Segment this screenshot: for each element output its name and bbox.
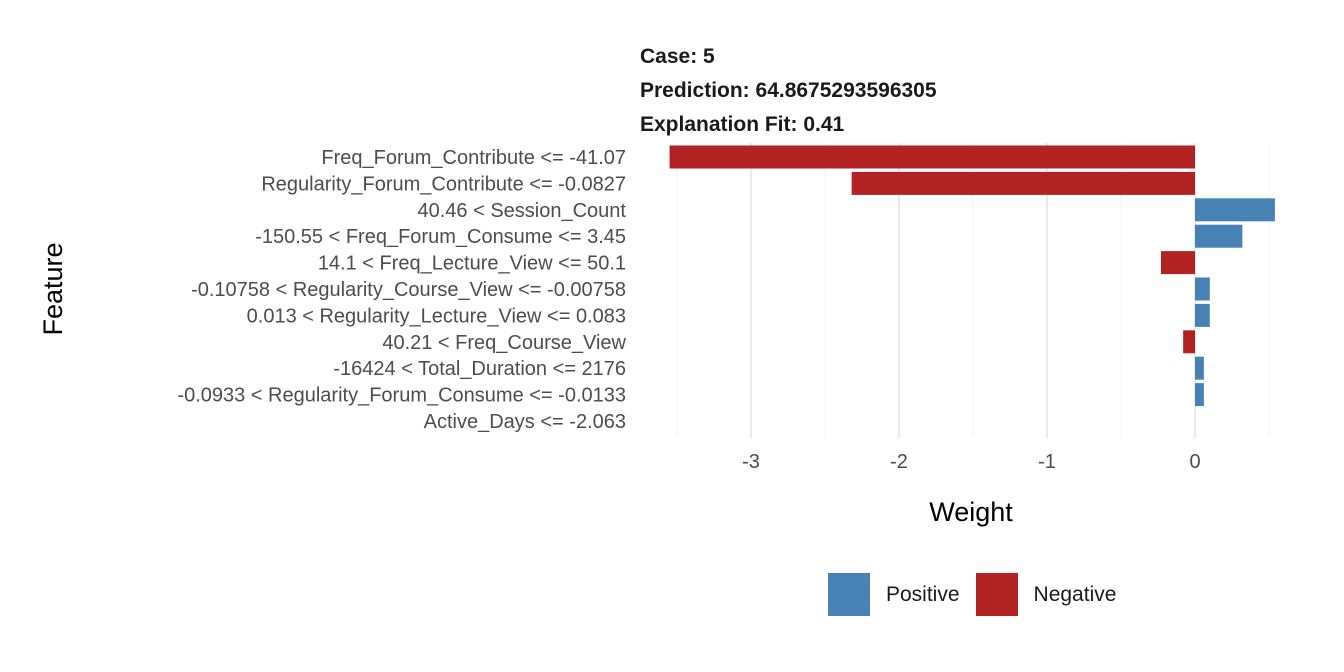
- feature-labels: Freq_Forum_Contribute <= -41.07 Regularit…: [177, 147, 626, 433]
- feature-label: -0.10758 < Regularity_Course_View <= -0.…: [191, 279, 626, 301]
- explanation-fit-label: Explanation Fit: 0.41: [640, 113, 845, 136]
- bar: [1195, 383, 1204, 407]
- case-label: Case: 5: [640, 45, 715, 68]
- bar: [851, 171, 1195, 195]
- x-tick-labels: -3 -2 -1 0: [742, 451, 1200, 473]
- legend-item-negative: Negative: [975, 573, 1117, 616]
- prediction-label: Prediction: 64.8675293596305: [640, 79, 937, 102]
- legend-label-positive: Positive: [886, 582, 960, 606]
- x-tick-label: 0: [1189, 451, 1200, 473]
- feature-label: 14.1 < Freq_Lecture_View <= 50.1: [318, 253, 626, 275]
- feature-label: Freq_Forum_Contribute <= -41.07: [321, 147, 626, 169]
- feature-label: Regularity_Forum_Contribute <= -0.0827: [261, 173, 626, 195]
- x-axis-title: Weight: [929, 497, 1013, 527]
- bar: [1160, 251, 1195, 275]
- legend-label-negative: Negative: [1033, 582, 1117, 606]
- feature-label: Active_Days <= -2.063: [424, 411, 626, 433]
- bar: [1195, 198, 1275, 222]
- feature-label: 0.013 < Regularity_Lecture_View <= 0.083: [247, 305, 626, 327]
- bar: [1195, 356, 1204, 380]
- feature-label: 40.46 < Session_Count: [418, 200, 627, 222]
- feature-label: -16424 < Total_Duration <= 2176: [333, 358, 626, 380]
- bars: [669, 145, 1275, 407]
- bar: [669, 145, 1195, 169]
- x-tick-label: -3: [742, 451, 760, 473]
- feature-label: 40.21 < Freq_Course_View: [382, 332, 626, 354]
- bar: [1183, 330, 1195, 354]
- legend-swatch-positive: [828, 573, 870, 616]
- x-tick-label: -1: [1038, 451, 1056, 473]
- legend-item-positive: Positive: [828, 573, 960, 616]
- bar: [1195, 224, 1243, 248]
- y-axis-title: Feature: [38, 242, 68, 335]
- feature-label: -0.0933 < Regularity_Forum_Consume <= -0…: [177, 385, 626, 407]
- bar: [1195, 277, 1210, 301]
- x-tick-label: -2: [890, 451, 908, 473]
- legend-swatch-negative: [975, 573, 1018, 616]
- feature-label: -150.55 < Freq_Forum_Consume <= 3.45: [255, 226, 626, 248]
- legend: Positive Negative: [828, 573, 1132, 616]
- bar: [1195, 303, 1210, 327]
